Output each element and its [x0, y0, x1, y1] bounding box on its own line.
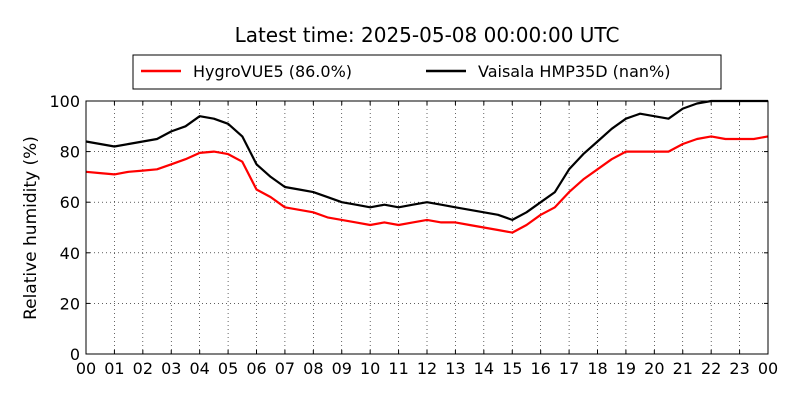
- x-tick-label: 08: [303, 359, 323, 378]
- legend-label-vaisala: Vaisala HMP35D (nan%): [478, 62, 670, 81]
- x-tick-label: 13: [445, 359, 465, 378]
- tick-layer: 00 01 02 03 04 05 06 07 08 09 10 11 12 13 14 15 16 17 18 19…: [49, 92, 778, 378]
- y-tick-label: 40: [60, 244, 80, 263]
- x-tick-label: 18: [587, 359, 607, 378]
- x-tick-label: 11: [388, 359, 408, 378]
- x-tick-label: 01: [104, 359, 124, 378]
- y-tick-label: 0: [70, 345, 80, 364]
- x-tick-label: 07: [275, 359, 295, 378]
- x-tick-label: 03: [161, 359, 181, 378]
- y-tick-label: 100: [49, 92, 80, 111]
- chart-title: Latest time: 2025-05-08 00:00:00 UTC: [235, 23, 620, 47]
- legend: HygroVUE5 (86.0%) Vaisala HMP35D (nan%): [132, 54, 722, 90]
- x-tick-label: 17: [559, 359, 579, 378]
- x-tick-label: 00: [76, 359, 96, 378]
- y-tick-label: 60: [60, 193, 80, 212]
- series-line-vaisala: [85, 99, 768, 221]
- plot-frame: [85, 100, 769, 355]
- grid-layer: [86, 101, 768, 354]
- x-tick-label: 16: [530, 359, 550, 378]
- series-layer: [85, 99, 769, 234]
- x-tick-label: 12: [417, 359, 437, 378]
- y-tick-label: 80: [60, 143, 80, 162]
- x-tick-label: 10: [360, 359, 380, 378]
- x-tick-label: 14: [474, 359, 494, 378]
- x-tick-label: 00: [758, 359, 778, 378]
- y-tick-label: 20: [60, 294, 80, 313]
- x-tick-label: 15: [502, 359, 522, 378]
- series-line-hygrovue5: [85, 135, 769, 234]
- x-tick-label: 21: [673, 359, 693, 378]
- x-tick-label: 06: [246, 359, 266, 378]
- x-tick-label: 05: [218, 359, 238, 378]
- x-tick-label: 22: [701, 359, 721, 378]
- x-tick-label: 09: [332, 359, 352, 378]
- x-tick-label: 19: [616, 359, 636, 378]
- y-axis-label: Relative humidity (%): [21, 136, 41, 320]
- legend-label-hygrovue5: HygroVUE5 (86.0%): [193, 62, 352, 81]
- x-tick-label: 23: [729, 359, 749, 378]
- x-tick-label: 04: [189, 359, 209, 378]
- x-tick-label: 20: [644, 359, 664, 378]
- x-tick-label: 02: [133, 359, 153, 378]
